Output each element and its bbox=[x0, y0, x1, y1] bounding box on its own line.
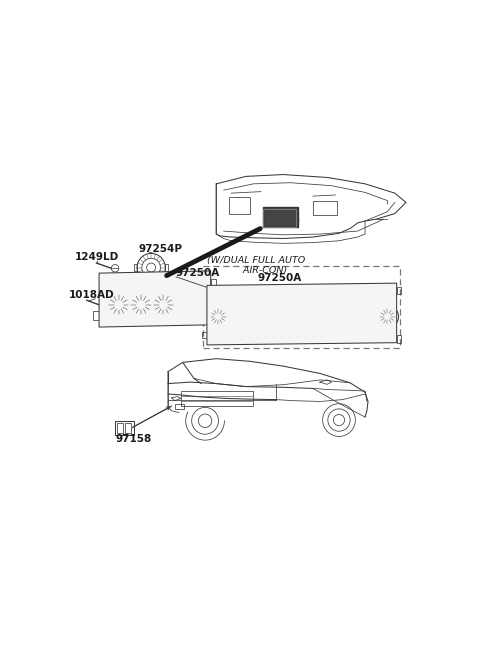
Bar bbox=[165, 264, 168, 271]
Bar bbox=[211, 279, 216, 289]
Bar bbox=[313, 200, 337, 215]
Bar bbox=[231, 302, 374, 331]
Bar bbox=[344, 307, 352, 311]
Text: 97250A: 97250A bbox=[257, 272, 301, 282]
Bar bbox=[146, 282, 168, 291]
Polygon shape bbox=[207, 283, 396, 345]
Bar bbox=[125, 422, 132, 433]
Bar bbox=[146, 285, 152, 288]
Bar bbox=[234, 314, 242, 319]
Bar bbox=[125, 285, 131, 288]
Bar bbox=[198, 285, 203, 288]
Bar bbox=[188, 285, 194, 288]
Text: 97158: 97158 bbox=[115, 434, 151, 443]
Bar bbox=[168, 285, 173, 288]
Bar bbox=[211, 289, 392, 341]
Bar bbox=[181, 391, 253, 406]
Bar bbox=[266, 314, 274, 319]
Bar bbox=[105, 278, 205, 323]
Bar bbox=[115, 421, 133, 435]
Bar bbox=[134, 264, 137, 271]
Bar bbox=[329, 314, 337, 319]
Bar bbox=[282, 314, 290, 319]
Bar bbox=[313, 307, 321, 311]
Bar bbox=[234, 307, 242, 311]
Bar bbox=[203, 331, 207, 338]
Bar bbox=[396, 335, 401, 343]
Bar bbox=[360, 314, 368, 319]
Bar bbox=[282, 307, 290, 311]
Bar bbox=[396, 287, 401, 294]
Bar bbox=[94, 311, 99, 320]
Bar bbox=[250, 314, 258, 319]
Bar bbox=[263, 207, 298, 227]
Bar bbox=[229, 197, 250, 214]
Bar bbox=[175, 403, 183, 409]
Bar bbox=[250, 307, 258, 311]
Bar bbox=[313, 314, 321, 319]
Bar bbox=[136, 285, 142, 288]
Bar bbox=[203, 266, 400, 348]
Bar bbox=[297, 314, 306, 319]
Text: (W/DUAL FULL AUTO
      AIR-CON): (W/DUAL FULL AUTO AIR-CON) bbox=[207, 255, 305, 275]
Bar bbox=[302, 300, 322, 304]
Bar bbox=[344, 314, 352, 319]
Text: 1249LD: 1249LD bbox=[75, 252, 119, 262]
Bar bbox=[297, 307, 306, 311]
Text: 1018AD: 1018AD bbox=[69, 290, 115, 300]
Text: 97250A: 97250A bbox=[175, 268, 219, 278]
Text: 97254P: 97254P bbox=[138, 244, 182, 254]
Bar bbox=[117, 422, 123, 433]
Bar bbox=[263, 209, 296, 227]
Bar bbox=[178, 285, 184, 288]
Bar bbox=[329, 307, 337, 311]
Bar bbox=[233, 300, 254, 304]
Bar bbox=[360, 307, 368, 311]
Bar bbox=[266, 307, 274, 311]
Bar bbox=[156, 285, 162, 288]
Polygon shape bbox=[99, 271, 211, 327]
Bar bbox=[211, 312, 216, 324]
